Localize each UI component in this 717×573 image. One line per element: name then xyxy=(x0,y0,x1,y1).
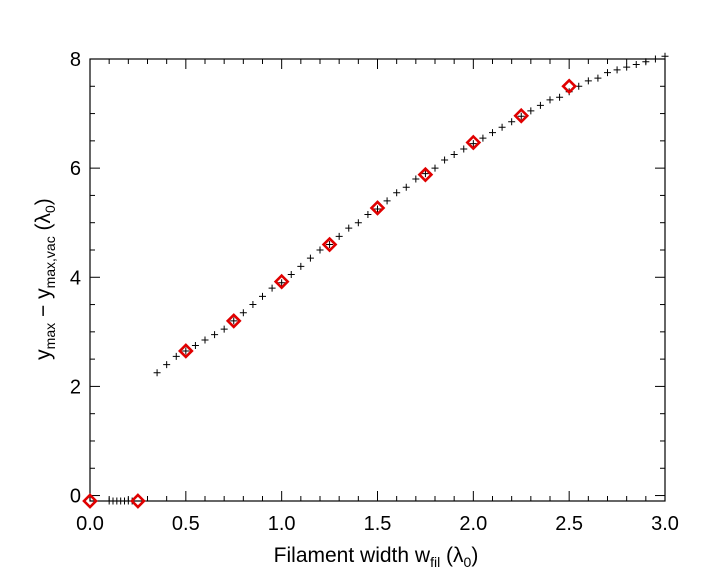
plot-marks xyxy=(82,52,669,509)
plus-marker xyxy=(412,175,420,183)
plus-marker xyxy=(469,140,477,148)
x-label-unit-sub: 0 xyxy=(464,554,472,570)
plot-frame xyxy=(89,58,666,502)
plus-marker xyxy=(287,271,295,279)
y-label-close: ) xyxy=(32,198,55,205)
y-axis-label: ymax − ymax,vac (λ0) xyxy=(32,198,58,360)
plus-marker xyxy=(613,66,621,74)
diamond-marker xyxy=(417,166,434,183)
plus-marker xyxy=(297,262,305,270)
diamond-marker xyxy=(225,313,242,329)
plus-marker xyxy=(230,317,238,325)
y-axis-ticks: 0 2 4 6 8 xyxy=(70,49,665,508)
diamond-marker xyxy=(369,200,386,216)
plus-marker xyxy=(278,279,286,287)
diamond-marker xyxy=(561,78,578,95)
plus-marker xyxy=(326,241,334,249)
plus-marker xyxy=(153,369,161,377)
diamond-marker xyxy=(513,107,530,124)
y-label-minus: − y xyxy=(32,288,55,323)
plus-marker xyxy=(316,246,324,254)
diamond-marker xyxy=(130,493,146,509)
plus-marker xyxy=(584,77,592,85)
diamond-marker xyxy=(321,236,338,253)
x-tick-label: 2.0 xyxy=(459,513,487,535)
x-tick-label: 2.5 xyxy=(555,513,583,535)
y-tick-label: 8 xyxy=(70,49,81,71)
plus-marker xyxy=(556,93,564,101)
x-axis-label: Filament width wfil (λ0) xyxy=(274,544,479,570)
plus-marker xyxy=(220,325,228,333)
plus-marker xyxy=(393,189,401,197)
plus-marker xyxy=(536,101,544,109)
plus-marker xyxy=(642,58,650,66)
plus-marker xyxy=(498,123,506,131)
y-label-unit-sub: 0 xyxy=(42,205,58,213)
plus-marker xyxy=(402,183,410,191)
diamond-marker xyxy=(82,493,98,509)
plot-axes xyxy=(89,58,666,502)
plus-marker xyxy=(479,134,487,142)
x-label-close: ) xyxy=(471,544,478,567)
plus-marker xyxy=(450,150,458,158)
x-tick-label: 1.0 xyxy=(268,513,296,535)
plus-marker xyxy=(201,336,209,344)
plus-marker xyxy=(354,219,362,227)
plus-marker xyxy=(460,145,468,153)
plus-marker xyxy=(546,96,554,104)
y-tick-label: 4 xyxy=(70,267,81,289)
plus-marker xyxy=(489,129,496,137)
x-tick-label: 1.5 xyxy=(364,513,392,535)
plus-marker xyxy=(211,331,219,339)
y-tick-label: 2 xyxy=(70,376,81,398)
plus-marker xyxy=(632,60,640,68)
plus-marker xyxy=(517,112,525,120)
plus-marker xyxy=(259,292,266,300)
x-tick-label: 0.0 xyxy=(76,513,104,535)
plus-marker xyxy=(172,352,180,360)
y-tick-label: 6 xyxy=(70,158,81,180)
plus-marker xyxy=(651,55,659,63)
x-axis-ticks: 0.0 0.5 1.0 1.5 2.0 2.5 3.0 xyxy=(76,59,679,535)
plus-marker xyxy=(383,197,391,205)
plus-marker xyxy=(431,164,439,172)
diamond-marker xyxy=(273,273,290,290)
y-label-sub2: max,vac xyxy=(42,236,58,288)
plus-marker xyxy=(345,224,353,232)
plus-marker xyxy=(441,156,449,164)
plus-marker xyxy=(527,107,535,115)
plus-marker xyxy=(364,211,372,219)
plus-marker xyxy=(374,205,381,213)
x-label-main: Filament width w xyxy=(274,544,431,567)
plus-marker xyxy=(594,74,602,82)
plus-marker xyxy=(239,309,247,317)
plus-marker xyxy=(508,118,516,126)
y-tick-label: 0 xyxy=(70,486,81,508)
plus-marker xyxy=(661,52,669,60)
plus-marker xyxy=(163,361,171,369)
diamond-marker xyxy=(177,343,194,359)
plus-marker xyxy=(623,63,631,71)
plus-marker xyxy=(421,170,429,178)
plus-marker xyxy=(306,254,314,262)
x-tick-label: 3.0 xyxy=(651,513,679,535)
y-label-y1: y xyxy=(32,349,55,360)
y-label-sub1: max xyxy=(42,323,58,349)
plus-marker xyxy=(268,284,276,292)
x-label-unit: (λ xyxy=(440,544,464,567)
diamond-marker xyxy=(465,134,482,151)
x-tick-label: 0.5 xyxy=(172,513,200,535)
plus-marker xyxy=(335,232,343,240)
plus-marker xyxy=(182,347,190,355)
plus-marker xyxy=(191,341,199,349)
plus-marker xyxy=(604,69,611,77)
x-label-sub: fil xyxy=(430,554,440,570)
plus-marker xyxy=(249,301,257,309)
y-label-unit: (λ xyxy=(32,212,55,236)
